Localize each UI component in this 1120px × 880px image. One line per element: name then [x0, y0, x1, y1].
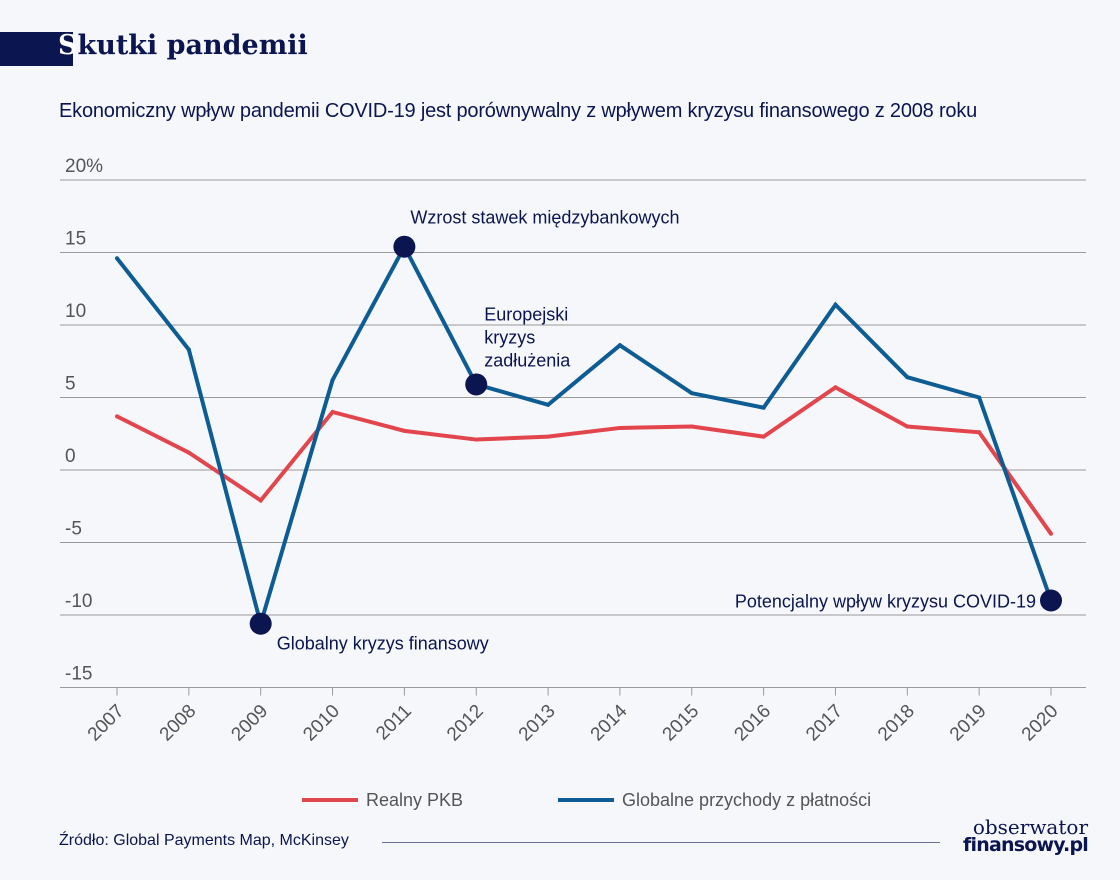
y-tick-label: 20%	[65, 156, 103, 177]
x-tick-label: 2009	[227, 701, 272, 746]
data-point	[115, 414, 119, 419]
annotation-marker	[249, 612, 272, 635]
data-point	[905, 424, 910, 429]
y-tick-label: -10	[65, 591, 92, 612]
data-point	[1049, 531, 1053, 536]
y-tick-label: -5	[65, 519, 82, 540]
data-point	[546, 434, 551, 439]
data-point	[977, 395, 982, 400]
legend-label: Realny PKB	[366, 790, 463, 810]
y-tick-label: 10	[65, 301, 86, 322]
data-point	[115, 256, 119, 261]
x-tick-label: 2011	[372, 701, 416, 745]
page-title: Skutki pandemii	[58, 30, 308, 61]
legend-label: Globalne przychody z płatności	[622, 790, 871, 810]
annotation-label: kryzys	[484, 327, 535, 347]
x-tick-label: 2012	[443, 701, 488, 746]
data-point	[617, 343, 622, 348]
annotation-label: Europejski	[484, 304, 568, 324]
data-point	[330, 410, 335, 414]
source-divider	[382, 842, 940, 843]
data-point	[474, 437, 479, 442]
series-line-payments	[115, 242, 1053, 632]
data-point	[761, 405, 766, 410]
x-tick-label: 2013	[515, 701, 560, 746]
title-first-letter: S	[58, 30, 78, 61]
data-point	[977, 430, 982, 435]
x-tick-label: 2020	[1018, 701, 1063, 746]
x-tick-label: 2017	[802, 701, 847, 746]
x-tick-label: 2016	[730, 701, 775, 746]
data-point	[186, 450, 191, 455]
annotation-label: Potencjalny wpływ kryzysu COVID-19	[735, 592, 1036, 612]
source-note: Źródło: Global Payments Map, McKinsey	[59, 832, 349, 849]
annotation-label: Globalny kryzys finansowy	[277, 634, 489, 654]
y-tick-label: 0	[65, 446, 76, 467]
title-rest: kutki pandemii	[77, 30, 308, 61]
x-tick-label: 2015	[659, 701, 704, 746]
data-point	[905, 375, 910, 380]
y-tick-label: 5	[65, 374, 76, 395]
data-point	[689, 391, 694, 396]
logo: obserwator finansowy.pl	[954, 815, 1089, 856]
x-tick-label: 2008	[156, 701, 201, 746]
data-point	[186, 347, 191, 352]
logo-line1: obserwator	[972, 815, 1088, 839]
y-tick-label: -15	[65, 664, 92, 685]
x-tick-label: 2018	[874, 701, 919, 746]
data-point	[617, 425, 622, 430]
annotation-marker	[1040, 589, 1062, 612]
data-point	[833, 302, 838, 307]
logo-line2: finansowy.pl	[963, 834, 1089, 856]
y-tick-label: 15	[65, 229, 86, 250]
x-tick-label: 2014	[587, 700, 632, 745]
data-point	[761, 434, 766, 439]
data-point	[258, 498, 263, 503]
data-point	[689, 424, 694, 429]
x-tick-label: 2007	[84, 701, 129, 746]
title-accent-box	[0, 32, 73, 66]
annotation-label: Wzrost stawek międzybankowych	[410, 208, 679, 228]
data-point	[546, 402, 551, 407]
annotation-marker	[393, 235, 416, 258]
subtitle: Ekonomiczny wpływ pandemii COVID-19 jest…	[59, 100, 978, 122]
x-tick-label: 2010	[299, 701, 344, 746]
data-point	[402, 428, 407, 433]
x-tick-label: 2019	[946, 701, 991, 746]
annotation-label: zadłużenia	[484, 350, 571, 370]
data-point	[330, 378, 335, 383]
data-point	[833, 385, 838, 390]
annotation-marker	[465, 373, 488, 396]
series-line-gdp	[116, 385, 1053, 535]
